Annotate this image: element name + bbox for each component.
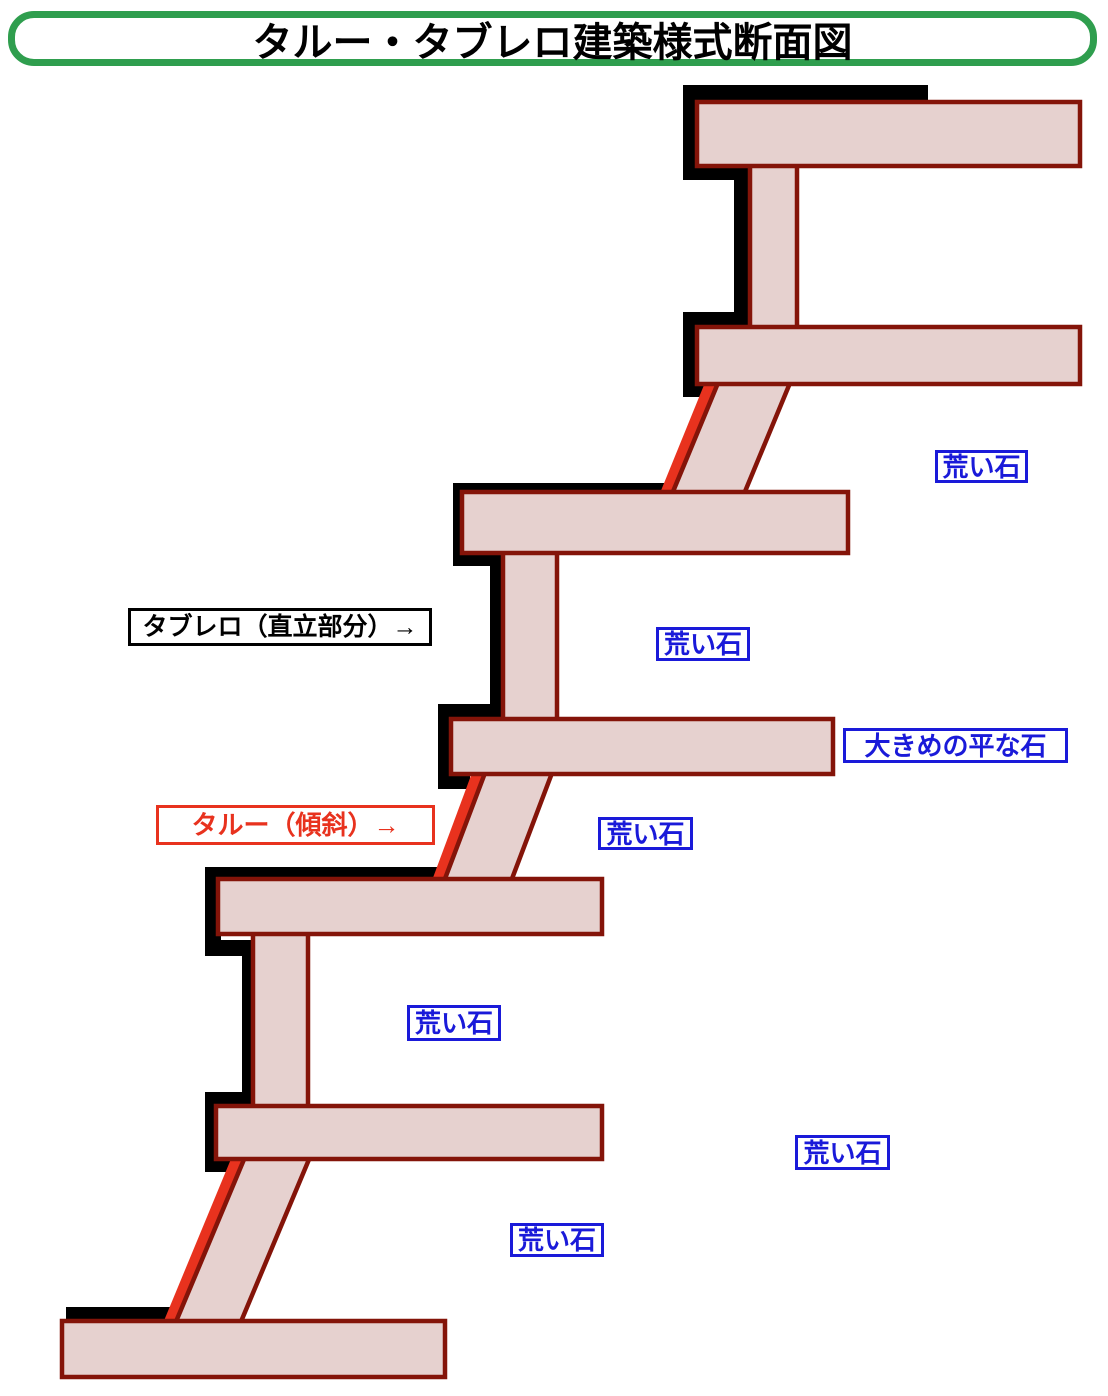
flat-slab-5 [215, 876, 605, 937]
label-rough-stone-4: 荒い石 [407, 1005, 501, 1041]
outline-profile-top [683, 85, 928, 397]
label-flat-stone: 大きめの平な石 [843, 728, 1068, 763]
label-rough-stone-2: 荒い石 [656, 627, 750, 661]
flat-slab-6 [213, 1103, 605, 1162]
tablero-column-3 [250, 925, 311, 1113]
label-tablero: タブレロ（直立部分）→ [128, 608, 432, 646]
flat-slab-2 [694, 324, 1083, 387]
flat-slab-4 [448, 716, 836, 777]
label-rough-stone-6: 荒い石 [510, 1223, 604, 1257]
talud-slope-3 [171, 1154, 314, 1327]
label-rough-stone-1: 荒い石 [935, 450, 1028, 483]
label-talud: タルー（傾斜）→ [156, 805, 435, 845]
page-title: タルー・タブレロ建築様式断面図 [8, 11, 1097, 66]
outline-profile-lower [205, 867, 437, 1172]
flat-slab-1 [694, 99, 1083, 169]
tablero-column-1 [747, 160, 800, 334]
tablero-column-2 [500, 546, 560, 726]
talud-highlight-1 [660, 379, 722, 500]
talud-highlight-3 [163, 1153, 249, 1330]
label-rough-stone-5: 荒い石 [795, 1135, 890, 1170]
talud-highlight-2 [431, 770, 489, 889]
flat-slab-3 [459, 489, 851, 556]
flat-slab-7 [59, 1318, 448, 1380]
label-rough-stone-3: 荒い石 [598, 817, 693, 850]
